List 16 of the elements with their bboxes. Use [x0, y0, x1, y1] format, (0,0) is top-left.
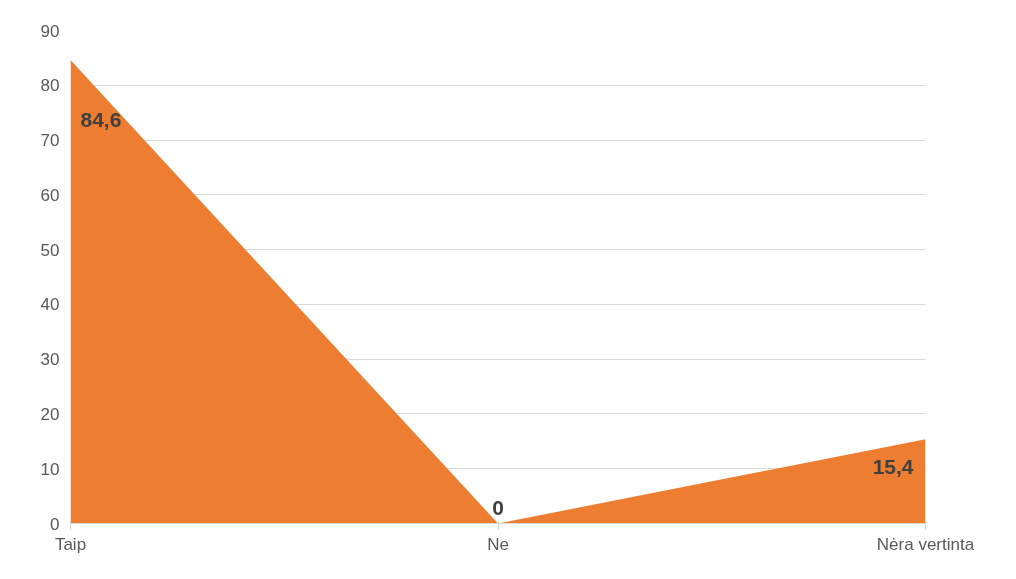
- x-tick-label: Ne: [487, 534, 509, 554]
- data-label: 15,4: [872, 455, 914, 479]
- y-tick-label: 80: [40, 76, 60, 96]
- y-tick-label: 60: [40, 185, 60, 205]
- y-tick-label: 40: [40, 295, 60, 315]
- y-tick-label: 0: [50, 514, 60, 534]
- y-tick-label: 20: [40, 404, 60, 424]
- y-tick-label: 30: [40, 350, 60, 370]
- y-tick-label: 50: [40, 240, 60, 260]
- y-tick-label: 90: [40, 21, 60, 41]
- data-label: 84,6: [80, 108, 122, 132]
- x-tick-label: Taip: [54, 534, 87, 554]
- y-tick-label: 70: [40, 131, 60, 151]
- y-tick-label: 10: [40, 459, 60, 479]
- x-tick-label: Nėra vertinta: [876, 534, 975, 554]
- data-label: 0: [492, 495, 504, 519]
